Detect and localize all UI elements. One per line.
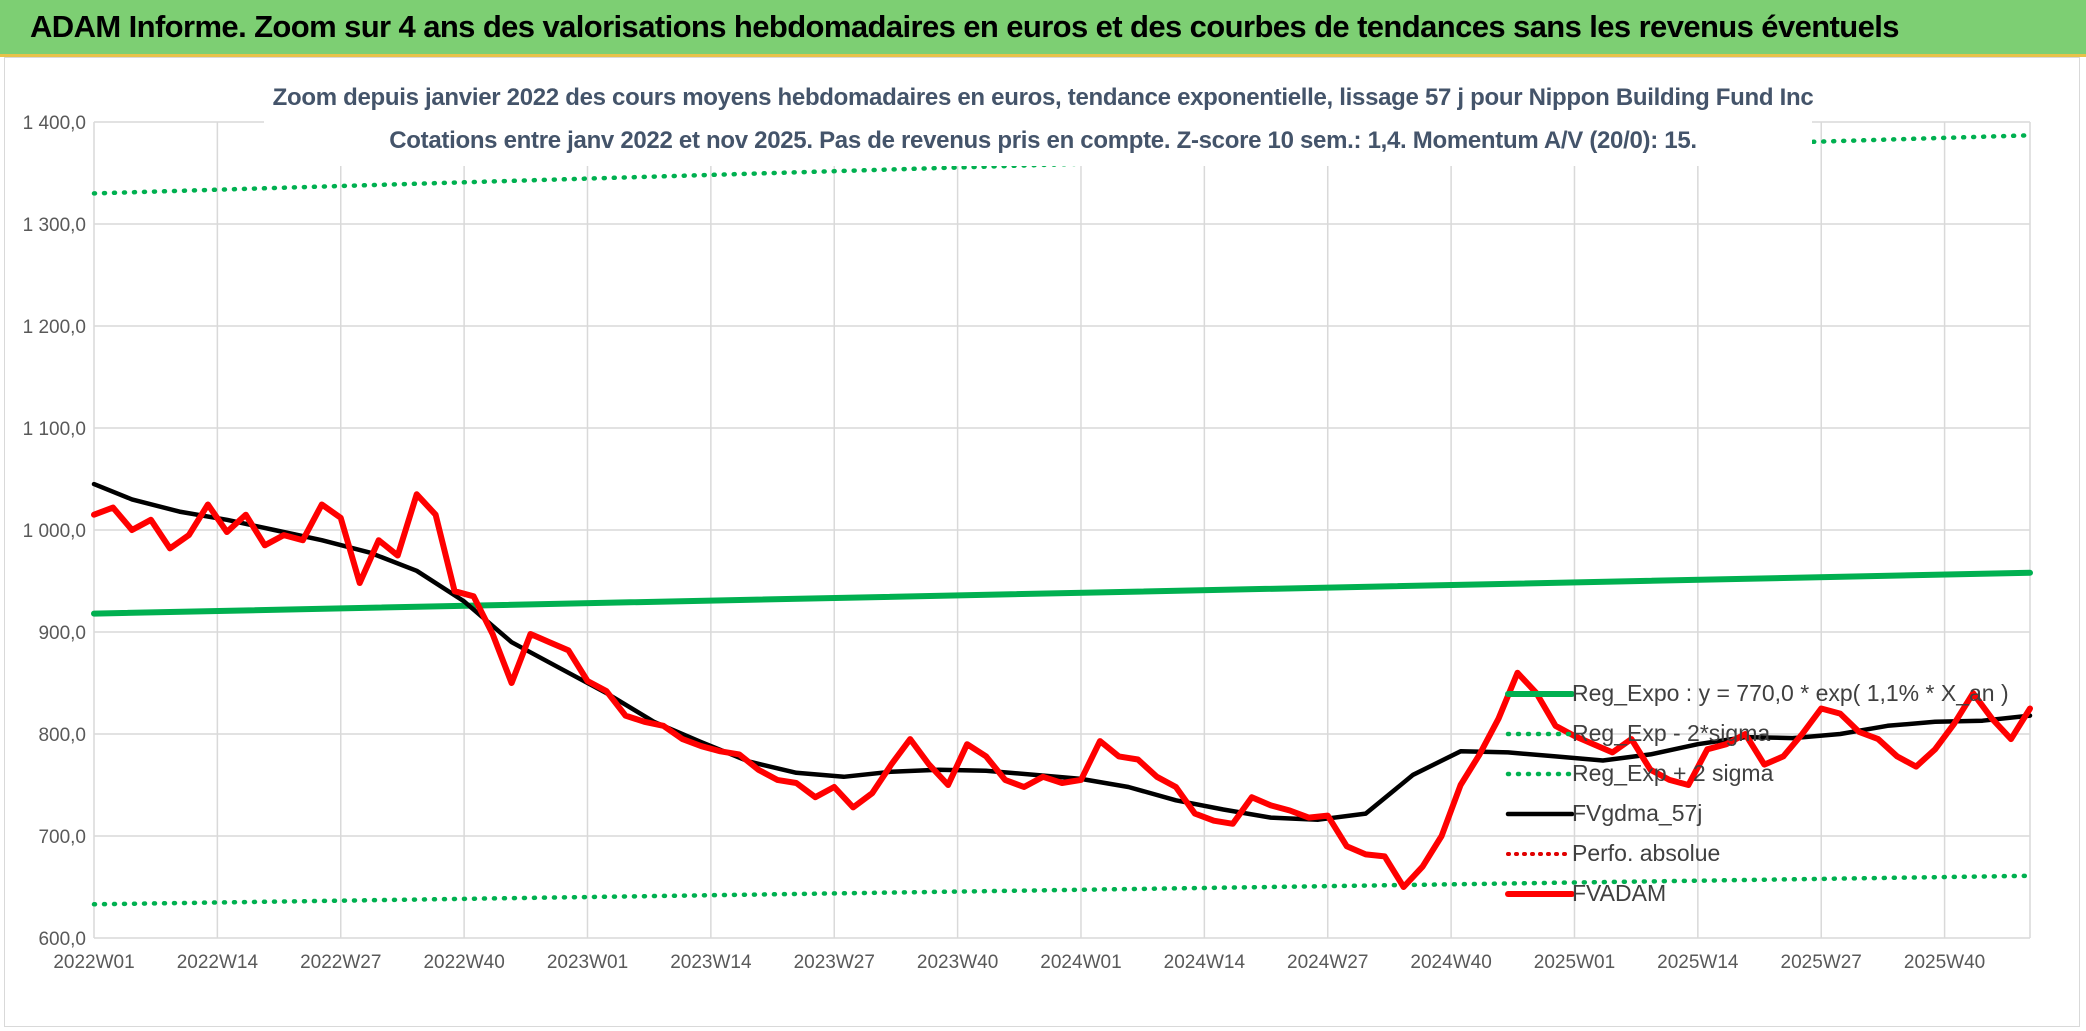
x-tick-label: 2022W01 (53, 952, 134, 973)
x-tick-label: 2024W40 (1410, 952, 1491, 973)
y-tick-label: 1 200,0 (23, 317, 86, 338)
chart-title-background (264, 78, 1812, 122)
legend-label: Perfo. absolue (1572, 840, 1720, 866)
x-tick-label: 2025W27 (1781, 952, 1862, 973)
y-tick-label: 1 100,0 (23, 419, 86, 440)
x-tick-label: 2022W27 (300, 952, 381, 973)
chart-title: Zoom depuis janvier 2022 des cours moyen… (272, 84, 1814, 111)
x-tick-label: 2023W27 (794, 952, 875, 973)
legend-label: Reg_Expo : y = 770,0 * exp( 1,1% * X_an … (1572, 680, 2009, 706)
y-tick-label: 900,0 (38, 623, 86, 644)
x-tick-label: 2024W27 (1287, 952, 1368, 973)
chart-subtitle-background (264, 122, 1812, 166)
chart-frame (4, 57, 2080, 1027)
y-axis-ticks: 600,0 700,0 800,0 900,0 1 000,0 1 100,0 1 200,… (23, 113, 86, 950)
report-title: ADAM Informe. Zoom sur 4 ans des valoris… (30, 9, 1900, 44)
chart-series (91, 133, 2033, 907)
legend-label: Reg_Exp + 2 sigma (1572, 760, 1774, 786)
x-tick-label: 2023W40 (917, 952, 998, 973)
legend-label: FVgdma_57j (1572, 800, 1702, 826)
moving-average-line (91, 481, 2033, 822)
x-tick-label: 2023W14 (670, 952, 752, 973)
y-tick-label: 600,0 (38, 929, 86, 950)
x-tick-label: 2025W01 (1534, 952, 1615, 973)
legend-label: Reg_Exp - 2*sigma (1572, 720, 1770, 746)
report-banner: ADAM Informe. Zoom sur 4 ans des valoris… (0, 0, 2086, 57)
x-tick-label: 2025W40 (1904, 952, 1985, 973)
lower-band-line (91, 873, 2033, 907)
y-tick-label: 1 000,0 (23, 521, 86, 542)
chart-grid (93, 121, 2031, 939)
x-tick-label: 2025W14 (1657, 952, 1739, 973)
x-tick-label: 2024W14 (1164, 952, 1246, 973)
x-tick-label: 2024W01 (1040, 952, 1121, 973)
x-tick-label: 2023W01 (547, 952, 628, 973)
chart-subtitle: Cotations entre janv 2022 et nov 2025. P… (389, 127, 1697, 154)
legend-label: FVADAM (1572, 880, 1666, 906)
y-tick-label: 700,0 (38, 827, 86, 848)
x-axis-ticks: 2022W01 2022W14 2022W27 2022W40 2023W01 2023W… (53, 952, 1985, 973)
y-tick-label: 800,0 (38, 725, 86, 746)
chart-legend: Reg_Expo : y = 770,0 * exp( 1,1% * X_an … (1505, 680, 2009, 906)
x-tick-label: 2022W40 (423, 952, 504, 973)
y-tick-label: 1 300,0 (23, 215, 86, 236)
reg-expo-line (91, 569, 2033, 617)
x-tick-label: 2022W14 (177, 952, 259, 973)
price-line (91, 491, 2033, 890)
y-tick-label: 1 400,0 (23, 113, 86, 134)
